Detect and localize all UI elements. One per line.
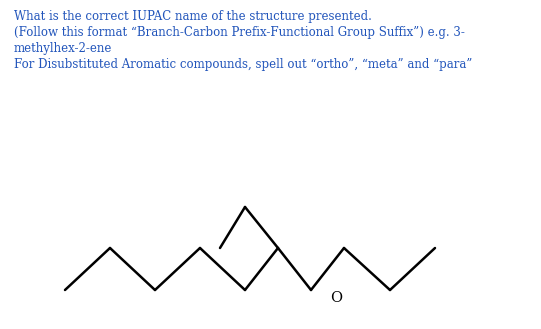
Text: For Disubstituted Aromatic compounds, spell out “ortho”, “meta” and “para”: For Disubstituted Aromatic compounds, sp…	[14, 58, 472, 71]
Text: What is the correct IUPAC name of the structure presented.: What is the correct IUPAC name of the st…	[14, 10, 372, 23]
Text: methylhex-2-ene: methylhex-2-ene	[14, 42, 113, 55]
Text: O: O	[330, 291, 342, 305]
Text: (Follow this format “Branch-Carbon Prefix-Functional Group Suffix”) e.g. 3-: (Follow this format “Branch-Carbon Prefi…	[14, 26, 465, 39]
